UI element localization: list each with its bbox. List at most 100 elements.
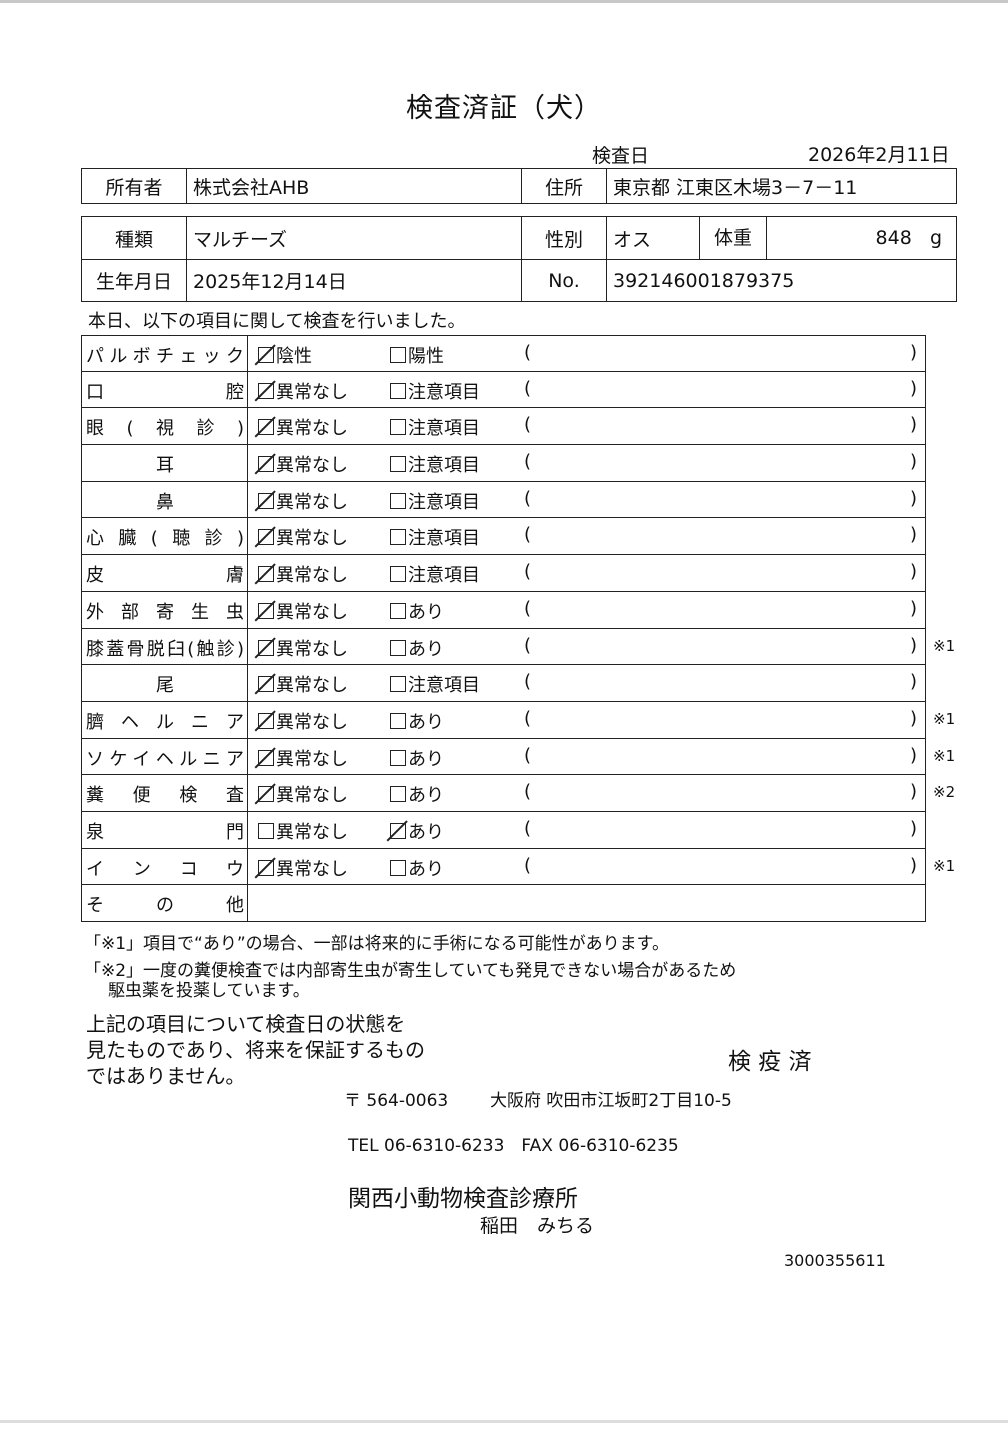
checked-checkbox[interactable] — [258, 676, 274, 693]
checkbox[interactable] — [390, 786, 406, 803]
checked-checkbox[interactable] — [258, 639, 274, 656]
checked-checkbox[interactable] — [258, 529, 274, 546]
exam-option-normal[interactable]: 異常なし — [258, 708, 348, 734]
checkbox[interactable] — [390, 639, 406, 656]
column-divider — [247, 810, 248, 849]
exam-item-label: インコウ — [86, 858, 244, 880]
exam-option-abnormal[interactable]: 注意項目 — [390, 414, 480, 440]
checkbox[interactable] — [390, 859, 406, 876]
checkbox[interactable] — [390, 347, 406, 363]
exam-item-label: 皮膚 — [86, 565, 244, 587]
weight-unit: g — [929, 227, 942, 249]
checkbox[interactable] — [390, 712, 406, 729]
checked-checkbox[interactable] — [258, 749, 274, 766]
footnote-marker: ※1 — [933, 709, 956, 728]
footnote-marker: ※2 — [933, 783, 956, 802]
remarks-paren-open: ( — [524, 707, 532, 729]
exam-option-normal[interactable]: 異常なし — [258, 488, 348, 514]
checked-checkbox[interactable] — [258, 419, 274, 436]
exam-date: 2026年2月11日 — [808, 144, 950, 166]
checked-checkbox[interactable] — [258, 456, 274, 473]
exam-option-abnormal[interactable]: 注意項目 — [390, 378, 480, 404]
exam-item-label: 口腔 — [86, 381, 244, 403]
exam-option-abnormal[interactable]: 陽性 — [390, 342, 444, 368]
exam-option-normal[interactable]: 異常なし — [258, 524, 348, 550]
exam-option-abnormal[interactable]: あり — [390, 781, 444, 807]
number-value: 392146001879375 — [606, 259, 957, 302]
checked-checkbox[interactable] — [258, 602, 274, 619]
exam-option-normal[interactable]: 陰性 — [258, 342, 312, 368]
checkbox[interactable] — [390, 602, 406, 619]
checked-checkbox[interactable] — [258, 786, 274, 803]
exam-option-abnormal[interactable]: あり — [390, 598, 444, 624]
checked-checkbox[interactable] — [390, 822, 406, 839]
remarks-paren-open: ( — [524, 451, 532, 473]
checked-checkbox[interactable] — [258, 347, 274, 363]
checked-checkbox[interactable] — [258, 382, 274, 399]
exam-option-normal[interactable]: 異常なし — [258, 378, 348, 404]
exam-option-abnormal[interactable]: あり — [390, 708, 444, 734]
exam-item-label: その他 — [86, 895, 244, 917]
exam-option-normal[interactable]: 異常なし — [258, 598, 348, 624]
remarks-paren-open: ( — [524, 781, 532, 803]
option-label: 異常なし — [276, 418, 348, 440]
quarantine-stamp: 検 疫 済 — [728, 1049, 812, 1075]
exam-option-abnormal[interactable]: 注意項目 — [390, 451, 480, 477]
option-label: 異常なし — [276, 491, 348, 513]
exam-option-normal[interactable]: 異常なし — [258, 855, 348, 881]
remarks-paren-close: ) — [910, 451, 918, 473]
checkbox[interactable] — [390, 566, 406, 583]
checkbox[interactable] — [390, 492, 406, 509]
weight-value: 848 — [875, 227, 912, 249]
checkbox[interactable] — [390, 382, 406, 399]
exam-item-label: 泉門 — [86, 821, 244, 843]
disclaimer-line-2: 見たものであり、将来を保証するもの — [86, 1038, 425, 1062]
remarks-paren-close: ) — [910, 524, 918, 546]
exam-item-row: 膝蓋骨脱臼(触診) 異常なし あり () ※1 — [81, 627, 955, 666]
exam-option-normal[interactable]: 異常なし — [258, 745, 348, 771]
checkbox[interactable] — [390, 456, 406, 473]
checked-checkbox[interactable] — [258, 492, 274, 509]
checkbox[interactable] — [390, 419, 406, 436]
exam-option-normal[interactable]: 異常なし — [258, 561, 348, 587]
exam-option-normal[interactable]: 異常なし — [258, 671, 348, 697]
exam-option-normal[interactable]: 異常なし — [258, 451, 348, 477]
checkbox[interactable] — [390, 749, 406, 766]
exam-option-abnormal[interactable]: 注意項目 — [390, 488, 480, 514]
exam-option-abnormal[interactable]: 注意項目 — [390, 561, 480, 587]
weight-label: 体重 — [699, 216, 767, 260]
exam-option-normal[interactable]: 異常なし — [258, 414, 348, 440]
checked-checkbox[interactable] — [258, 566, 274, 583]
exam-item-label: 膝蓋骨脱臼(触診) — [86, 638, 244, 660]
remarks-paren-open: ( — [524, 414, 532, 436]
exam-option-abnormal[interactable]: 注意項目 — [390, 671, 480, 697]
exam-item-label: 外部寄生虫 — [86, 601, 244, 623]
exam-option-normal[interactable]: 異常なし — [258, 635, 348, 661]
checkbox[interactable] — [390, 676, 406, 693]
option-label: 異常なし — [276, 638, 348, 660]
remarks-paren-close: ) — [910, 342, 918, 363]
option-label: 異常なし — [276, 785, 348, 807]
disclaimer-line-1: 上記の項目について検査日の状態を — [86, 1012, 406, 1036]
remarks-paren-open: ( — [524, 377, 532, 399]
checkbox[interactable] — [258, 822, 274, 839]
exam-item-row: 皮膚 異常なし 注意項目 () — [81, 554, 926, 592]
doctor-name: 稲田 みちる — [480, 1215, 595, 1237]
exam-option-normal[interactable]: 異常なし — [258, 781, 348, 807]
option-label: 異常なし — [276, 565, 348, 587]
column-divider — [247, 884, 248, 922]
exam-option-abnormal[interactable]: 注意項目 — [390, 524, 480, 550]
exam-option-abnormal[interactable]: あり — [390, 635, 444, 661]
checkbox[interactable] — [390, 529, 406, 546]
checked-checkbox[interactable] — [258, 859, 274, 876]
exam-item-label: 眼(視診) — [86, 418, 244, 440]
remarks-paren-close: ) — [910, 561, 918, 583]
checked-checkbox[interactable] — [258, 712, 274, 729]
breed-value: マルチーズ — [186, 216, 522, 260]
exam-option-normal[interactable]: 異常なし — [258, 818, 348, 844]
remarks-paren-open: ( — [524, 634, 532, 656]
exam-option-abnormal[interactable]: あり — [390, 855, 444, 881]
exam-option-abnormal[interactable]: あり — [390, 745, 444, 771]
exam-option-abnormal[interactable]: あり — [390, 818, 444, 844]
exam-item-label: 糞便検査 — [86, 785, 244, 807]
